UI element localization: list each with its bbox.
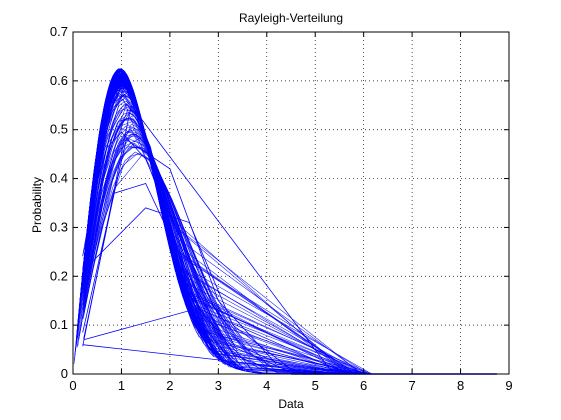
axes-box bbox=[72, 31, 510, 375]
series-line bbox=[83, 142, 269, 366]
series-line bbox=[83, 131, 235, 347]
y-tick-label: 0 bbox=[61, 366, 68, 381]
x-tick-labels: 0 1 2 3 4 5 6 7 8 9 bbox=[69, 378, 512, 393]
grid bbox=[73, 32, 509, 374]
y-tick-label: 0.3 bbox=[50, 219, 68, 234]
y-tick-label: 0.1 bbox=[50, 317, 68, 332]
x-tick-label: 9 bbox=[505, 378, 512, 393]
y-tick-labels: 0 0.1 0.2 0.3 0.4 0.5 0.6 0.7 bbox=[50, 24, 68, 381]
series-line bbox=[80, 70, 205, 344]
y-tick-label: 0.7 bbox=[50, 24, 68, 39]
series-line bbox=[83, 307, 335, 375]
x-tick-label: 7 bbox=[408, 378, 415, 393]
series-line bbox=[82, 117, 222, 341]
x-tick-label: 5 bbox=[312, 378, 319, 393]
y-tick-label: 0.5 bbox=[50, 122, 68, 137]
x-tick-label: 4 bbox=[263, 378, 270, 393]
y-tick-label: 0.2 bbox=[50, 268, 68, 283]
series-layer bbox=[73, 68, 497, 375]
chart-title: Rayleigh-Verteilung bbox=[239, 11, 343, 25]
x-tick-label: 1 bbox=[118, 378, 125, 393]
x-tick-label: 3 bbox=[215, 378, 222, 393]
series-line bbox=[75, 101, 196, 347]
x-axis-title: Data bbox=[278, 397, 304, 411]
y-tick-label: 0.6 bbox=[50, 73, 68, 88]
x-tick-label: 8 bbox=[457, 378, 464, 393]
series-line bbox=[82, 104, 374, 375]
x-tick-label: 6 bbox=[360, 378, 367, 393]
series-line bbox=[83, 207, 355, 375]
axes bbox=[72, 31, 510, 375]
y-axis-title: Probability bbox=[30, 177, 44, 233]
y-tick-label: 0.4 bbox=[50, 171, 68, 186]
x-tick-label: 2 bbox=[166, 378, 173, 393]
series-line bbox=[82, 131, 355, 375]
x-tick-label: 0 bbox=[69, 378, 76, 393]
